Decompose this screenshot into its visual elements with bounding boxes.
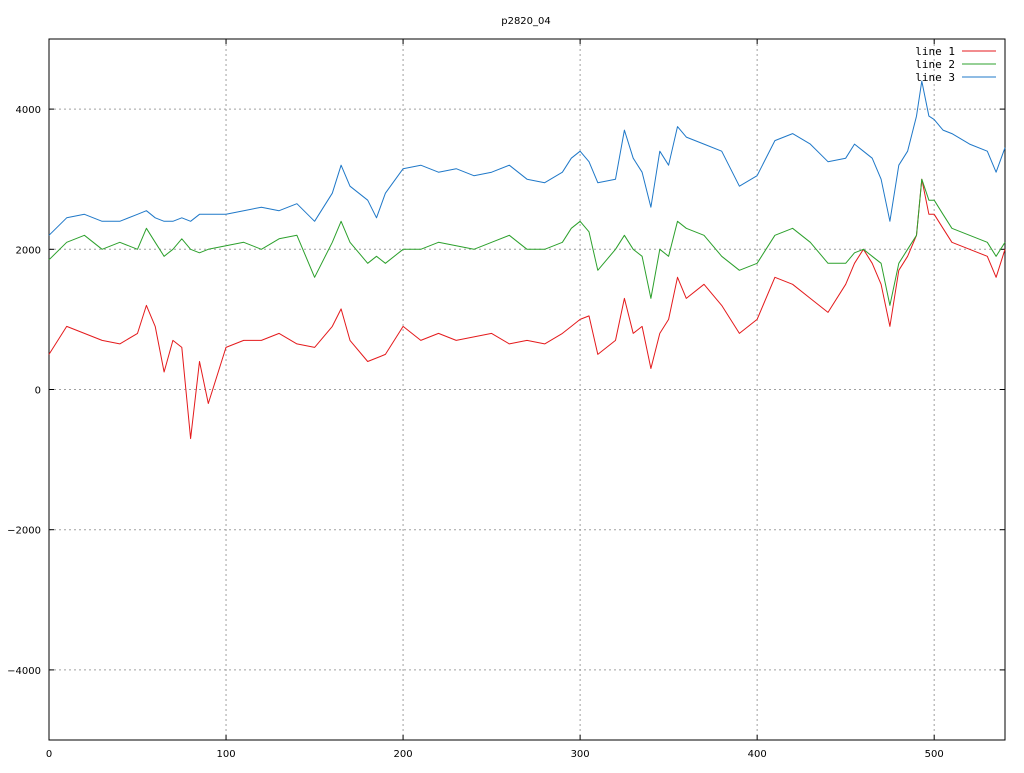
series-line-1 [48,178,1006,440]
legend-label: line 3 [915,71,955,84]
series-line-3 [48,80,1006,236]
x-tick-label: 500 [925,749,944,760]
x-tick-label: 200 [394,749,413,760]
legend-label: line 2 [915,58,955,71]
tick-layer: 0 100 200 300 400 500 −4000 −2000 0 2000 4000 [7,39,1005,760]
x-tick-label: 100 [216,749,235,760]
y-tick-label: −4000 [7,666,41,677]
series-layer [48,80,1006,440]
y-tick-label: 4000 [16,105,41,116]
y-tick-label: 0 [35,386,41,397]
chart-title: p2820_04 [501,16,551,27]
y-tick-label: 2000 [16,245,41,256]
y-tick-label: −2000 [7,526,41,537]
plot-frame [48,38,1006,741]
x-tick-label: 300 [571,749,590,760]
series-line-2 [48,178,1006,306]
x-tick-label: 0 [46,749,52,760]
grid-layer [49,39,1005,740]
x-tick-label: 400 [748,749,767,760]
legend-label: line 1 [915,45,955,58]
